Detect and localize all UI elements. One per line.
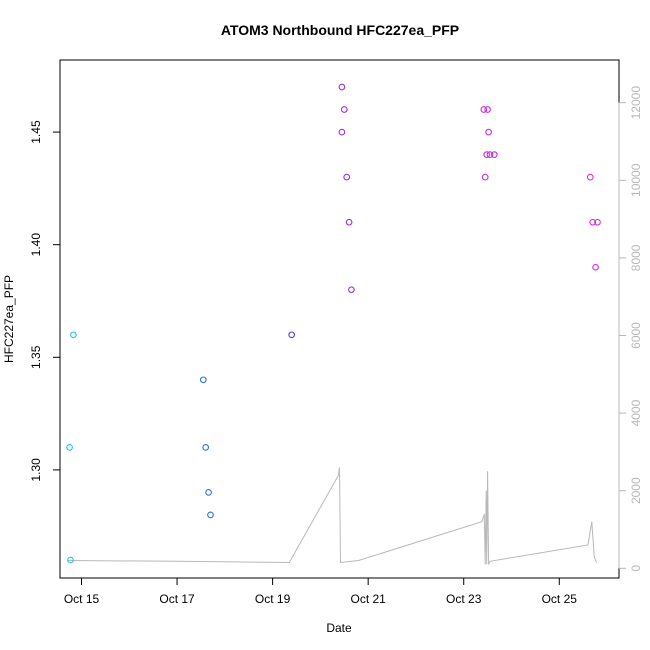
x-axis: Oct 15 Oct 17 Oct 19 Oct 21 Oct 23 Oct 25 <box>64 577 578 606</box>
data-point <box>484 106 491 113</box>
data-point <box>490 151 498 158</box>
data-point <box>288 331 296 339</box>
data-point <box>485 128 492 136</box>
data-point <box>205 489 212 496</box>
y-tick-label: 1.35 <box>29 345 43 369</box>
data-point <box>589 218 597 226</box>
y-tick-label: 1.30 <box>29 458 43 482</box>
y-axis: 1.30 1.35 1.40 1.45 <box>29 120 61 482</box>
x-tick-label: Oct 19 <box>255 592 291 606</box>
x-tick-label: Oct 23 <box>446 592 482 606</box>
data-point <box>340 106 348 113</box>
y2-tick-label: 10000 <box>629 163 643 197</box>
data-point <box>67 556 74 564</box>
data-point <box>199 376 207 384</box>
data-point <box>480 106 488 113</box>
altitude-line <box>67 467 597 565</box>
data-point <box>594 218 601 226</box>
altitude-series <box>67 467 597 565</box>
x-tick-label: Oct 15 <box>64 592 100 606</box>
y2-tick-label: 6000 <box>629 322 643 349</box>
y-tick-label: 1.40 <box>29 233 43 257</box>
y2-tick-label: 8000 <box>629 244 643 271</box>
data-point <box>207 511 214 519</box>
data-point <box>592 263 599 271</box>
x-tick-label: Oct 21 <box>350 592 386 606</box>
x-tick-label: Oct 17 <box>159 592 195 606</box>
y-axis-label: HFC227ea_PFP <box>2 275 16 363</box>
altitude-axis: 0 2000 4000 6000 8000 10000 12000 <box>618 86 643 572</box>
data-point <box>481 173 489 181</box>
x-axis-label: Date <box>326 621 352 635</box>
data-point <box>70 331 77 339</box>
data-point <box>338 83 346 91</box>
data-point <box>483 151 491 158</box>
data-point <box>343 173 351 181</box>
x-tick-label: Oct 25 <box>542 592 578 606</box>
chart-title: ATOM3 Northbound HFC227ea_PFP <box>221 22 459 38</box>
data-point <box>586 173 594 181</box>
data-point <box>348 286 355 294</box>
data-point <box>202 444 210 451</box>
y2-tick-label: 0 <box>629 565 643 572</box>
data-point <box>345 218 353 226</box>
y2-tick-label: 12000 <box>629 86 643 120</box>
data-point <box>66 444 73 451</box>
y-tick-label: 1.45 <box>29 120 43 144</box>
data-point <box>338 128 346 136</box>
y2-tick-label: 4000 <box>629 399 643 426</box>
y2-tick-label: 2000 <box>629 477 643 504</box>
data-point <box>486 151 494 158</box>
data-points <box>66 83 601 564</box>
